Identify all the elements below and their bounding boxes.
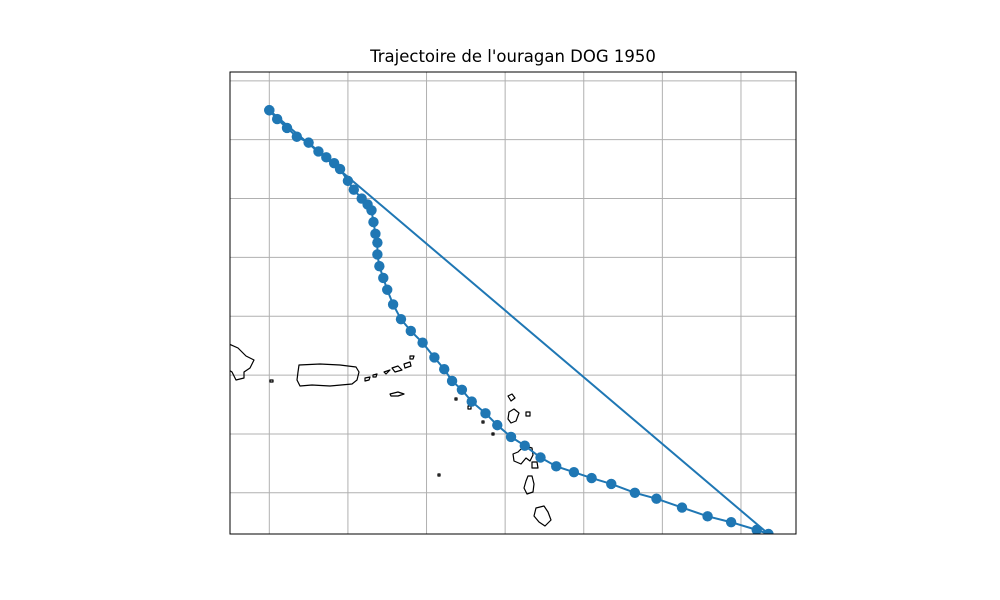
track-point-23: [406, 326, 416, 336]
track-point-37: [586, 473, 596, 483]
track-point-22: [396, 314, 406, 324]
track-point-32: [506, 432, 516, 442]
track-point-41: [677, 502, 687, 512]
track-point-33: [520, 441, 530, 451]
plot-area-background: [230, 72, 796, 534]
track-point-15: [370, 229, 380, 239]
track-point-42: [702, 511, 712, 521]
track-point-39: [630, 488, 640, 498]
track-point-19: [378, 273, 388, 283]
track-point-16: [372, 237, 382, 247]
track-point-4: [303, 137, 313, 147]
track-point-35: [551, 461, 561, 471]
track-point-17: [372, 249, 382, 259]
track-point-1: [272, 114, 282, 124]
track-point-31: [492, 420, 502, 430]
track-point-9: [343, 176, 353, 186]
track-point-40: [651, 493, 661, 503]
track-point-29: [467, 396, 477, 406]
track-point-21: [388, 299, 398, 309]
track-point-3: [292, 132, 302, 142]
track-point-36: [569, 467, 579, 477]
track-point-26: [439, 364, 449, 374]
track-point-46: [264, 105, 274, 115]
track-point-8: [335, 164, 345, 174]
track-point-20: [382, 285, 392, 295]
track-point-30: [480, 408, 490, 418]
track-point-28: [457, 385, 467, 395]
track-point-34: [535, 452, 545, 462]
track-point-24: [417, 338, 427, 348]
track-point-38: [606, 479, 616, 489]
track-point-10: [349, 185, 359, 195]
track-point-2: [282, 123, 292, 133]
track-point-25: [429, 352, 439, 362]
track-point-14: [368, 217, 378, 227]
track-point-27: [447, 376, 457, 386]
track-point-43: [726, 517, 736, 527]
track-point-18: [374, 261, 384, 271]
track-point-13: [366, 205, 376, 215]
